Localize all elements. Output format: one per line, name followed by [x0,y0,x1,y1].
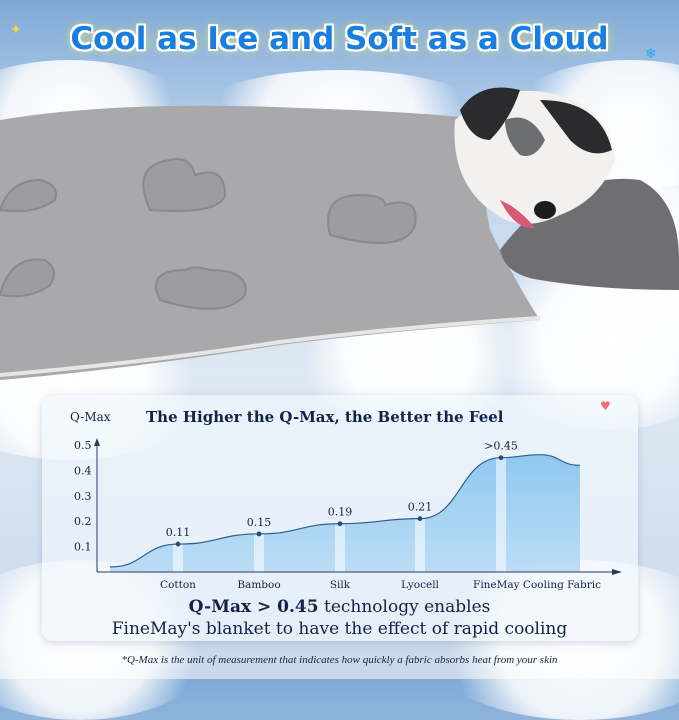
caption-line-1: Q-Max > 0.45 technology enables [0,597,679,617]
headline: Cool as Ice and Soft as a Cloud [70,21,609,57]
blanket [0,105,540,380]
snowflake-icon: ❄ [645,46,657,62]
y-axis-label: Q-Max [70,410,111,424]
heart-quilting [0,158,417,310]
caption-rest: technology enables [318,597,491,617]
chart-title: The Higher the Q-Max, the Better the Fee… [146,408,504,426]
blanket-dog-photo [0,87,679,380]
heart-icon: ♥ [600,399,611,413]
footnote: *Q-Max is the unit of measurement that i… [121,654,558,666]
caption-bold: Q-Max > 0.45 [188,597,319,617]
caption-line-2: FineMay's blanket to have the effect of … [111,619,568,639]
dog [454,87,615,229]
sparkle-icon: ✦ [10,22,22,38]
